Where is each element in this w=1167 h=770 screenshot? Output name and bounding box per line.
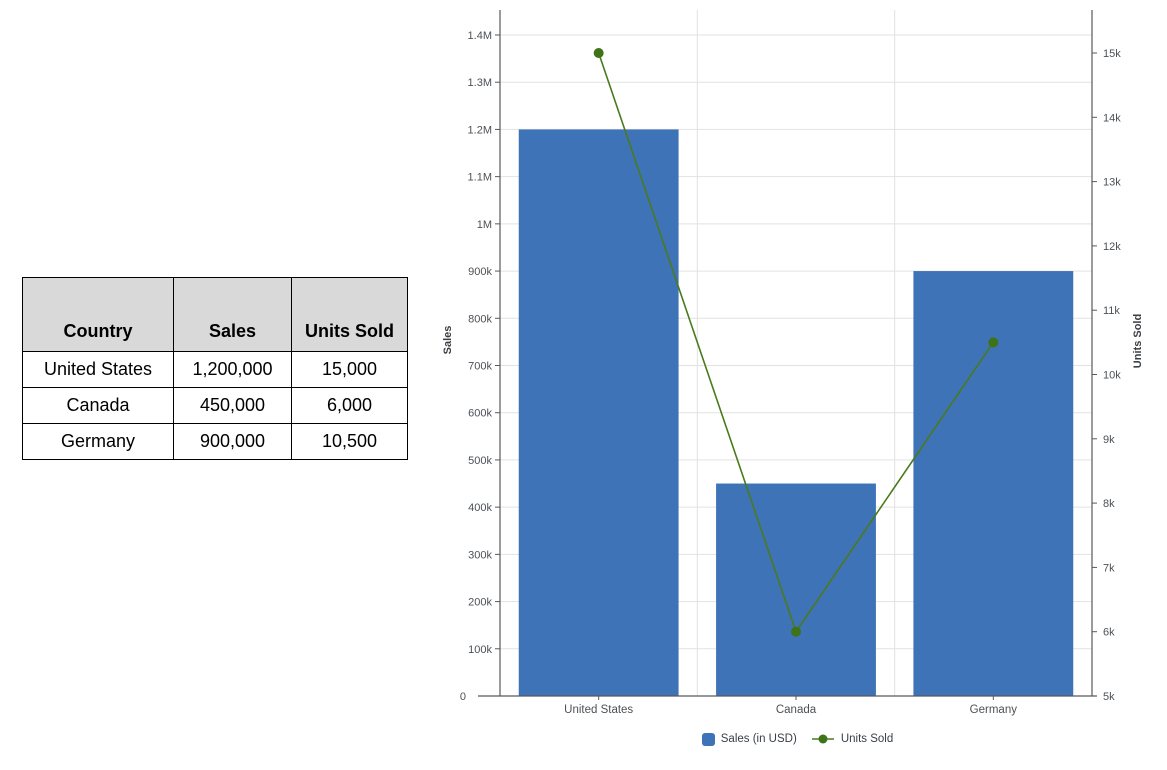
cell-country: Canada [22,387,174,424]
cell-country: United States [22,351,174,388]
right-tick-label: 15k [1103,48,1121,60]
right-tick-label: 7k [1103,562,1115,574]
legend-item-sales[interactable]: Sales (in USD) [701,732,797,746]
bar-united-states[interactable] [518,129,679,696]
left-tick-label: 1M [477,219,492,231]
bar-germany[interactable] [913,271,1074,696]
cell-sales: 450,000 [173,387,292,424]
category-label-germany: Germany [970,704,1018,716]
header-units-sold: Units Sold [291,277,408,352]
right-tick-label: 6k [1103,627,1115,639]
right-tick-label: 13k [1103,177,1121,189]
right-tick-label: 10k [1103,370,1121,382]
left-tick-label: 300k [468,549,492,561]
category-label-united-states: United States [564,704,633,716]
line-point-germany[interactable] [988,337,999,348]
table-row: Canada 450,000 6,000 [22,387,408,424]
left-tick-label: 900k [468,266,492,278]
header-country: Country [22,277,174,352]
cell-sales: 1,200,000 [173,351,292,388]
cell-units: 6,000 [291,387,408,424]
right-tick-label: 9k [1103,434,1115,446]
chart-legend: Sales (in USD) Units Sold [502,731,1093,747]
combo-chart: 0 100k 200k 300k 400k 500k 600k 700k 800k 900k 1M 1… [440,0,1167,765]
chart-plot: 0 100k 200k 300k 400k 500k 600k 700k 800k 900k 1M 1… [460,10,1121,716]
table-header-row: Country Sales Units Sold [22,277,408,352]
header-sales: Sales [173,277,292,352]
left-tick-label: 100k [468,644,492,656]
right-axis-title: Units Sold [1132,314,1144,368]
cell-units: 10,500 [291,423,408,460]
sales-series-swatch-icon [701,732,715,746]
cell-country: Germany [22,423,174,460]
legend-label-sales: Sales (in USD) [720,733,797,745]
left-tick-label: 600k [468,408,492,420]
cell-units: 15,000 [291,351,408,388]
right-tick-label: 14k [1103,112,1121,124]
combo-chart-svg: 0 100k 200k 300k 400k 500k 600k 700k 800k 900k 1M 1… [442,10,1144,716]
left-tick-label: 200k [468,597,492,609]
right-tick-label: 11k [1103,305,1120,317]
left-tick-label: 400k [468,502,492,514]
left-tick-label: 700k [468,361,492,373]
right-tick-label: 12k [1103,241,1121,253]
left-tick-label: 500k [468,455,492,467]
right-tick-label: 5k [1103,691,1115,703]
left-axis-title: Sales [442,326,454,355]
left-tick-label: 1.4M [468,30,492,42]
cell-sales: 900,000 [173,423,292,460]
line-point-canada[interactable] [791,626,801,637]
left-tick-label: 1.1M [468,172,492,184]
left-tick-label: 0 [460,691,466,703]
left-tick-label: 800k [468,313,492,325]
sales-table: Country Sales Units Sold United States 1… [22,277,408,460]
legend-label-units-sold: Units Sold [840,733,894,745]
category-label-canada: Canada [776,704,817,716]
left-tick-label: 1.2M [468,124,492,136]
table-row: United States 1,200,000 15,000 [22,351,408,388]
line-point-united-states[interactable] [593,48,604,58]
units-series-marker-icon [811,734,834,744]
right-tick-label: 8k [1103,498,1115,510]
bar-canada[interactable] [716,483,876,696]
legend-item-units-sold[interactable]: Units Sold [811,733,893,745]
table-row: Germany 900,000 10,500 [22,423,408,460]
left-tick-label: 1.3M [468,77,492,89]
